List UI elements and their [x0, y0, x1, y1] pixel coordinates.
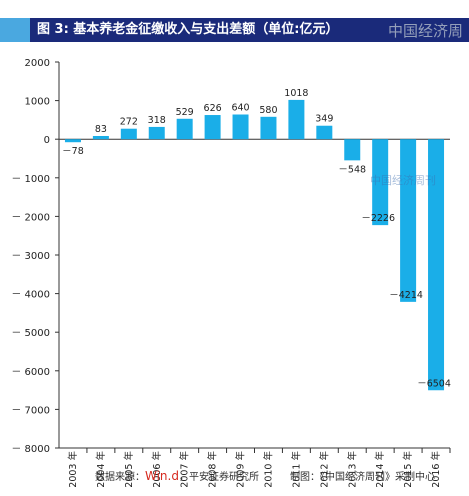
bar — [428, 139, 445, 391]
bar — [92, 135, 109, 140]
source-prefix: 数据来源： — [95, 472, 145, 483]
x-category-label: 2009 年 — [235, 451, 247, 488]
x-category-label: 2006 年 — [151, 451, 163, 488]
bar-value-label: 318 — [148, 115, 166, 126]
bar-value-label: －4214 — [389, 290, 423, 301]
chart-credit: 制图：《中国经济周刊》采制中心 — [290, 472, 435, 483]
y-tick-label: － 7000 — [11, 405, 50, 416]
watermark-logo: 中国经济周 — [387, 22, 463, 40]
source-suffix: ，平安证券研究所 — [178, 472, 259, 483]
title-bar: 图 3: 基本养老金征缴收入与支出差额（单位:亿元） — [0, 18, 469, 42]
y-tick-label: － 4000 — [11, 290, 50, 301]
bar — [400, 139, 417, 302]
bar-value-label: 580 — [259, 105, 277, 116]
bar — [372, 139, 389, 226]
bar-value-label: －6504 — [417, 378, 451, 389]
title-accent — [0, 18, 30, 42]
x-category-label: 2012 年 — [318, 451, 330, 488]
bar — [148, 126, 165, 140]
bar-value-label: 1018 — [284, 88, 308, 99]
x-category-label: 2005 年 — [123, 451, 135, 488]
x-category-label: 2015 年 — [402, 451, 414, 488]
x-category-label: 2004 年 — [95, 451, 107, 488]
watermark-center: 中国经济周刊 — [370, 174, 436, 187]
y-tick-label: 0 — [44, 135, 50, 146]
bar-value-label: 529 — [176, 107, 194, 118]
data-source: 数据来源：Win.d，平安证券研究所 — [95, 468, 259, 483]
x-category-label: 2010 年 — [262, 451, 274, 488]
x-category-label: 2013 年 — [346, 451, 358, 488]
y-tick-label: － 6000 — [11, 367, 50, 378]
bar-value-label: 626 — [204, 103, 222, 114]
x-category-label: 2011 年 — [290, 451, 302, 488]
y-tick-label: － 5000 — [11, 328, 50, 339]
bar — [232, 114, 249, 140]
y-tick-label: － 8000 — [11, 444, 50, 455]
y-tick-label: 1000 — [25, 97, 50, 108]
x-category-label: 2007 年 — [179, 451, 191, 488]
x-category-label: 2008 年 — [207, 451, 219, 488]
bar-value-label: －548 — [338, 164, 366, 175]
x-category-label: 2016 年 — [430, 451, 442, 488]
bar-value-label: 83 — [95, 124, 107, 135]
bar-value-label: 640 — [231, 102, 249, 113]
bar — [316, 125, 333, 140]
y-tick-label: 2000 — [25, 58, 50, 69]
chart-title: 图 3: 基本养老金征缴收入与支出差额（单位:亿元） — [37, 22, 339, 37]
bar — [344, 139, 361, 161]
x-category-label: 2014 年 — [374, 451, 386, 488]
bar — [120, 128, 137, 140]
y-tick-label: － 3000 — [11, 251, 50, 262]
source-brand: Win.d — [145, 469, 179, 483]
bar-value-label: 272 — [120, 117, 138, 128]
y-tick-label: － 1000 — [11, 174, 50, 185]
bar — [176, 118, 193, 140]
bar — [288, 99, 305, 140]
bar-value-label: －78 — [62, 146, 84, 157]
bar-value-label: 349 — [315, 114, 333, 125]
bar — [260, 116, 277, 140]
bar — [204, 115, 221, 140]
y-tick-label: － 2000 — [11, 212, 50, 223]
bar-value-label: －2226 — [361, 213, 395, 224]
x-category-label: 2003 年 — [67, 451, 79, 488]
bar — [64, 139, 81, 143]
